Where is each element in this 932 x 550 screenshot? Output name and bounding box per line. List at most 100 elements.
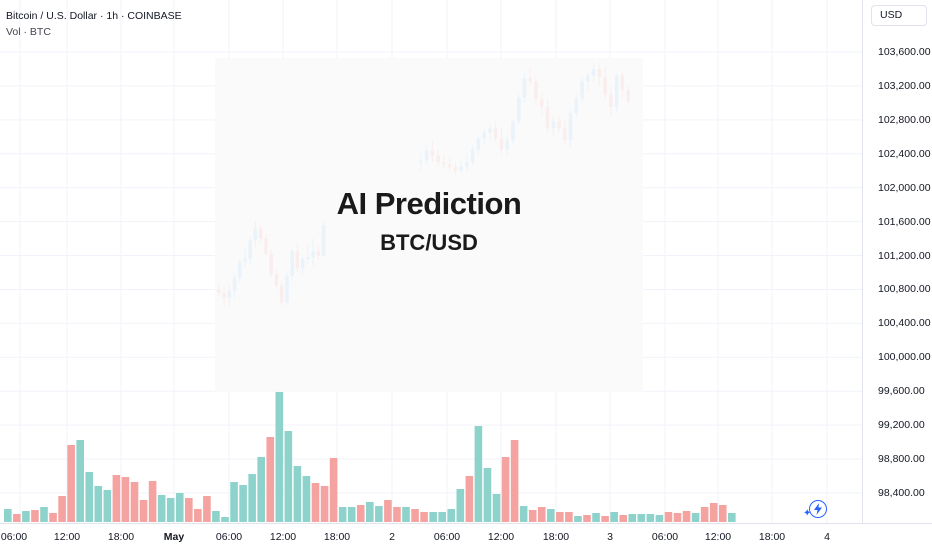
volume-bar <box>682 511 691 522</box>
sparkle-icon: ✦ <box>803 508 812 519</box>
volume-bar <box>637 514 646 522</box>
price-scale[interactable]: USD 103,600.00 103,200.00 102,800.00 102,40… <box>862 0 932 523</box>
volume-bar <box>130 482 139 522</box>
volume-bar <box>510 440 519 522</box>
price-label: 98,800.00 <box>878 453 925 466</box>
time-label: 12:00 <box>269 531 297 543</box>
volume-bar <box>157 495 166 522</box>
volume-bar <box>366 502 374 522</box>
time-label: 4 <box>824 531 830 543</box>
price-label: 102,000.00 <box>878 181 931 194</box>
volume-bar <box>112 475 121 522</box>
volume-bar <box>420 512 428 522</box>
time-label: 3 <box>607 531 613 543</box>
chart-area[interactable]: AI Prediction BTC/USD Bitcoin / U.S. Dol… <box>0 0 862 523</box>
volume-bar <box>673 513 682 522</box>
volume-bar <box>31 510 39 522</box>
volume-bar <box>447 509 456 522</box>
volume-bar <box>565 512 573 522</box>
volume-bar <box>556 512 564 522</box>
volume-bar <box>139 500 148 522</box>
price-label: 99,200.00 <box>878 419 925 432</box>
volume-bar <box>718 505 727 522</box>
symbol-legend[interactable]: Bitcoin / U.S. Dollar · 1h · COINBASE <box>6 10 182 22</box>
volume-bar <box>411 509 419 522</box>
volume-bar <box>185 498 193 522</box>
time-label: 12:00 <box>704 531 732 543</box>
time-label: May <box>163 531 185 543</box>
volume-bar <box>709 503 718 522</box>
volume-bar <box>547 509 555 522</box>
time-label: 18:00 <box>323 531 351 543</box>
volume-bar <box>148 481 157 522</box>
volume-bar <box>49 513 57 522</box>
volume-bar <box>266 437 275 522</box>
volume-bar <box>58 496 66 522</box>
volume-bar <box>356 505 365 522</box>
volume-bar <box>465 476 474 522</box>
overlay-title: AI Prediction <box>336 186 522 221</box>
volume-bar <box>311 483 320 522</box>
volume-bar <box>103 490 112 522</box>
volume-bar <box>248 474 256 522</box>
volume-bar <box>203 496 211 522</box>
volume-bar <box>85 472 94 522</box>
volume-bar <box>175 493 184 522</box>
volume-bar <box>456 489 465 522</box>
time-label: 12:00 <box>53 531 81 543</box>
price-label: 100,800.00 <box>878 283 931 296</box>
volume-bar <box>429 512 437 522</box>
volume-bar <box>347 507 356 522</box>
currency-selector[interactable]: USD <box>871 5 927 26</box>
volume-bar <box>601 516 609 522</box>
volume-bar <box>537 507 546 522</box>
volume-bar <box>610 512 618 522</box>
prediction-overlay: AI Prediction BTC/USD <box>215 58 643 392</box>
time-label: 06:00 <box>0 531 28 543</box>
volume-bar <box>94 486 103 522</box>
volume-bar <box>302 476 311 522</box>
volume-bar <box>655 515 664 522</box>
volume-bar <box>700 507 709 522</box>
volume-bar <box>121 477 130 522</box>
volume-bar <box>628 514 637 522</box>
price-label: 98,400.00 <box>878 487 925 499</box>
volume-bar <box>194 509 202 522</box>
volume-bar <box>402 507 410 522</box>
volume-bar <box>212 511 220 522</box>
volume-bar <box>528 510 537 522</box>
volume-bar <box>257 457 265 522</box>
price-label: 103,200.00 <box>878 79 931 92</box>
price-label: 99,600.00 <box>878 385 925 398</box>
time-scale[interactable]: 06:00 12:00 18:00 May 06:00 12:00 18:00 2 06:00 1… <box>0 523 932 550</box>
volume-bar <box>4 509 12 522</box>
price-label: 100,000.00 <box>878 351 931 364</box>
volume-bar <box>293 466 302 522</box>
volume-bar <box>501 457 510 522</box>
volume-bar <box>338 507 347 522</box>
volume-bar <box>646 514 655 522</box>
lightning-icon[interactable] <box>809 500 827 518</box>
volume-bar <box>76 440 84 522</box>
time-label: 06:00 <box>433 531 461 543</box>
volume-bar <box>519 506 528 522</box>
volume-bar <box>320 486 329 522</box>
volume-bar <box>384 500 392 522</box>
volume-bar <box>574 516 582 522</box>
volume-legend[interactable]: Vol · BTC <box>6 26 51 38</box>
volume-bar <box>483 468 492 522</box>
price-label: 102,800.00 <box>878 113 931 126</box>
price-label: 102,400.00 <box>878 147 931 160</box>
volume-bar <box>474 426 483 522</box>
volume-bar <box>664 512 673 522</box>
price-label: 101,200.00 <box>878 249 931 262</box>
volume-bar <box>691 513 700 522</box>
volume-bar <box>393 507 401 522</box>
volume-bar <box>166 498 175 522</box>
time-label: 2 <box>389 531 395 543</box>
time-label: 06:00 <box>651 531 679 543</box>
volume-bar <box>284 431 293 522</box>
overlay-subtitle: BTC/USD <box>380 230 478 255</box>
volume-bar <box>592 513 600 522</box>
volume-bar <box>40 507 48 522</box>
